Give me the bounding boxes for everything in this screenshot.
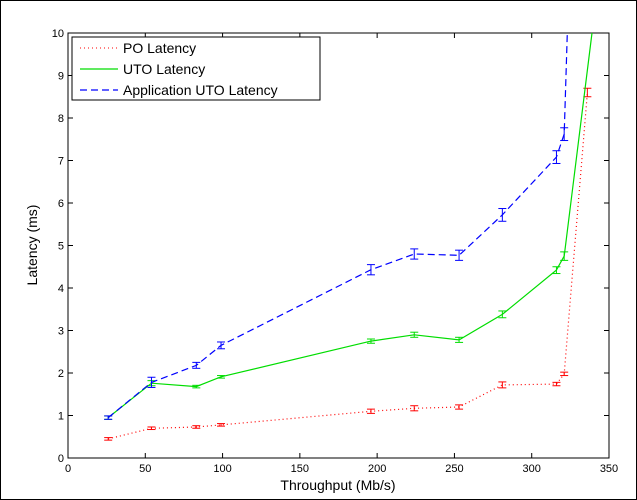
error-bar bbox=[366, 338, 375, 344]
plot-area bbox=[67, 32, 610, 459]
error-bar bbox=[498, 310, 507, 319]
legend: PO Latency UTO Latency Application UTO L… bbox=[71, 36, 321, 101]
y-tick-label: 10 bbox=[52, 28, 64, 40]
error-bar bbox=[192, 384, 201, 389]
series-po-latency bbox=[104, 87, 592, 441]
legend-label-application-uto-latency: Application UTO Latency bbox=[123, 82, 278, 98]
error-bar bbox=[552, 381, 561, 387]
error-bar bbox=[104, 415, 113, 420]
error-bar bbox=[217, 423, 226, 427]
y-axis-label: Latency (ms) bbox=[24, 205, 40, 286]
error-bar bbox=[192, 425, 201, 429]
y-tick-label: 7 bbox=[58, 156, 64, 168]
error-bar bbox=[552, 150, 561, 164]
x-tick-label: 50 bbox=[139, 463, 151, 475]
x-tick-label: 0 bbox=[65, 463, 71, 475]
error-bar bbox=[498, 381, 507, 389]
y-tick-label: 1 bbox=[58, 411, 64, 423]
y-tick-label: 9 bbox=[58, 71, 64, 83]
x-tick-label: 100 bbox=[213, 463, 231, 475]
x-tick-label: 250 bbox=[445, 463, 463, 475]
error-bar bbox=[455, 404, 464, 410]
error-bar bbox=[410, 405, 419, 412]
x-axis-label: Throughput (Mb/s) bbox=[280, 477, 395, 493]
error-bar bbox=[217, 341, 226, 350]
x-tick-label: 300 bbox=[523, 463, 541, 475]
x-tick-label: 200 bbox=[368, 463, 386, 475]
error-bar bbox=[560, 371, 569, 377]
error-bar bbox=[217, 375, 226, 379]
error-bar bbox=[366, 408, 375, 414]
error-bar bbox=[410, 331, 419, 338]
y-tick-label: 2 bbox=[58, 368, 64, 380]
error-bar bbox=[104, 437, 113, 441]
error-bar bbox=[560, 251, 569, 261]
error-bar bbox=[560, 127, 569, 142]
legend-label-po-latency: PO Latency bbox=[123, 40, 196, 56]
series-application-uto-latency bbox=[104, 32, 569, 420]
y-tick-label: 5 bbox=[58, 241, 64, 253]
error-bar bbox=[366, 264, 375, 276]
error-bar bbox=[147, 376, 156, 388]
legend-label-uto-latency: UTO Latency bbox=[123, 61, 205, 77]
x-tick-label: 350 bbox=[600, 463, 618, 475]
error-bar bbox=[455, 249, 464, 261]
series-line-application-uto-latency bbox=[107, 32, 568, 419]
error-bar bbox=[455, 336, 464, 343]
error-bar bbox=[498, 208, 507, 222]
error-bar bbox=[410, 248, 419, 260]
y-tick-label: 6 bbox=[58, 198, 64, 210]
y-tick-label: 4 bbox=[58, 283, 64, 295]
y-tick-label: 3 bbox=[58, 326, 64, 338]
error-bar bbox=[147, 426, 156, 431]
y-tick-label: 0 bbox=[58, 453, 64, 465]
error-bar bbox=[552, 266, 561, 275]
error-bar bbox=[192, 361, 201, 369]
y-tick-label: 8 bbox=[58, 113, 64, 125]
x-tick-label: 150 bbox=[291, 463, 309, 475]
